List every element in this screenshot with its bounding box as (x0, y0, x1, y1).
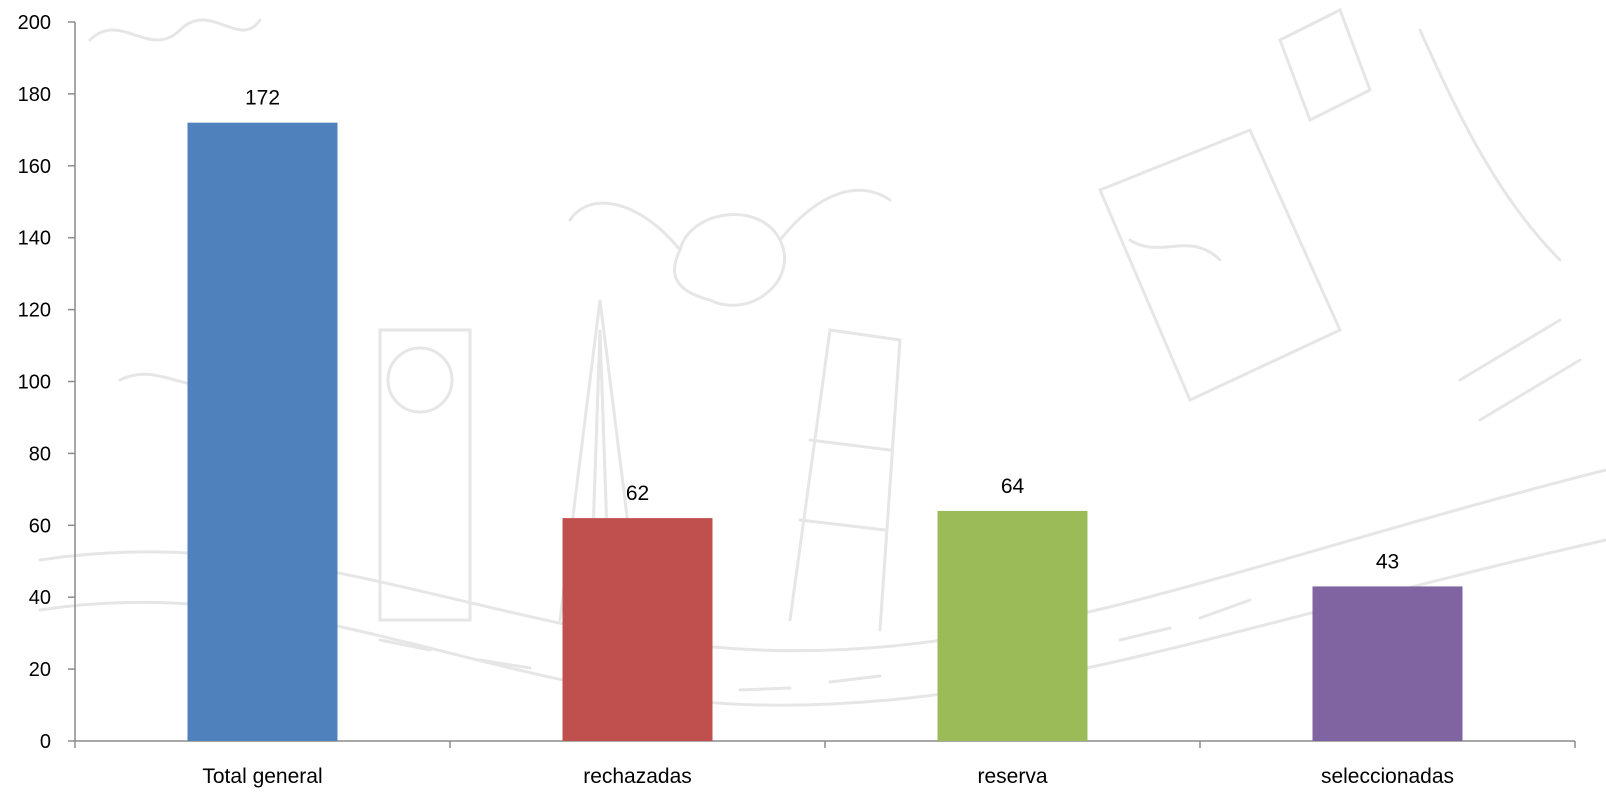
y-tick-label: 120 (18, 300, 51, 322)
data-label: 172 (245, 87, 280, 110)
x-category-label: reserva (977, 765, 1047, 788)
bar-seleccionadas (1312, 586, 1463, 741)
bar-reserva (937, 510, 1088, 741)
y-tick-label: 160 (18, 156, 51, 178)
x-category-label: Total general (202, 765, 322, 788)
data-label: 43 (1376, 550, 1399, 573)
y-tick-label: 0 (40, 731, 51, 753)
bar-total-general (187, 122, 338, 741)
y-tick-label: 180 (18, 84, 51, 106)
x-category-label: seleccionadas (1321, 765, 1454, 788)
y-tick-label: 20 (29, 659, 51, 681)
y-tick-label: 140 (18, 228, 51, 250)
y-tick-label: 100 (18, 372, 51, 394)
y-tick-label: 40 (29, 587, 51, 609)
y-tick-label: 60 (29, 515, 51, 537)
x-category-label: rechazadas (583, 765, 692, 788)
y-tick-label: 80 (29, 443, 51, 465)
bar-rechazadas (562, 518, 713, 741)
data-label: 64 (1001, 475, 1025, 498)
y-tick-label: 200 (18, 12, 51, 34)
data-label: 62 (626, 482, 649, 505)
